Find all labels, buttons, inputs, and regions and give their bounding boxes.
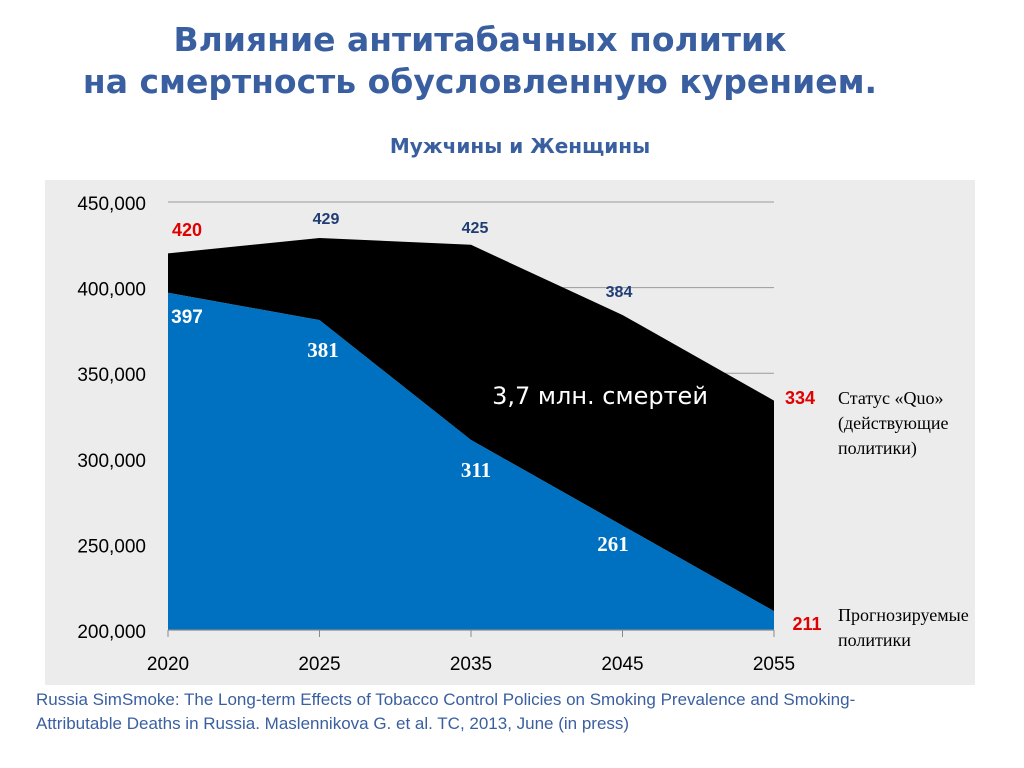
citation-line-1: Russia SimSmoke: The Long-term Effects o… xyxy=(36,690,856,709)
policies-value-label: 381 xyxy=(307,338,339,362)
status-quo-area xyxy=(168,237,774,612)
status-quo-value-label: 429 xyxy=(313,211,340,228)
legend-status-quo-line: Статус «Quo» xyxy=(838,388,944,408)
total-deaths-annotation: 3,7 млн. смертей xyxy=(492,382,708,410)
x-tick-label: 2020 xyxy=(147,654,189,675)
data-labels: 420 429 425 384 334 397 381 311 261 211 3,7 млн. с… xyxy=(171,211,821,634)
y-tick-label: 350,000 xyxy=(77,365,146,386)
plot-areas xyxy=(168,237,774,630)
legend-policies-line: политики xyxy=(838,630,911,650)
legend-status-quo-line: (действующие xyxy=(838,413,948,434)
x-tick-label: 2045 xyxy=(601,654,643,675)
status-quo-value-label: 425 xyxy=(462,220,489,237)
series-legend: Статус «Quo» (действующие политики) Прогноз… xyxy=(838,388,969,650)
y-tick-label: 300,000 xyxy=(77,451,146,472)
x-tick-label: 2055 xyxy=(753,654,795,675)
policies-value-label: 211 xyxy=(792,614,821,634)
policies-value-label: 311 xyxy=(461,458,491,482)
policies-area xyxy=(168,292,774,630)
y-tick-label: 200,000 xyxy=(77,622,146,643)
status-quo-value-label: 334 xyxy=(785,388,815,408)
legend-policies-line: Прогнозируемые xyxy=(838,605,969,625)
title-line-2: на смертность обусловленную курением. xyxy=(82,62,878,101)
policies-value-label: 397 xyxy=(171,307,203,328)
citation-line-2: Attributable Deaths in Russia. Maslennik… xyxy=(36,714,630,733)
status-quo-value-label: 384 xyxy=(606,284,633,301)
status-quo-value-label: 420 xyxy=(172,220,202,240)
x-tick-label: 2035 xyxy=(450,654,492,675)
policies-value-label: 261 xyxy=(597,532,629,556)
y-tick-label: 250,000 xyxy=(77,536,146,557)
title-line-1: Влияние антитабачных политик xyxy=(173,20,787,59)
source-citation: Russia SimSmoke: The Long-term Effects o… xyxy=(36,688,1016,736)
y-tick-label: 450,000 xyxy=(77,194,146,215)
chart-subtitle: Мужчины и Женщины xyxy=(389,134,651,158)
x-tick-label: 2025 xyxy=(298,654,340,675)
legend-status-quo-line: политики) xyxy=(838,438,917,459)
axes: 200,000 250,000 300,000 350,000 400,000 450,0… xyxy=(77,194,795,675)
y-tick-label: 400,000 xyxy=(77,280,146,301)
